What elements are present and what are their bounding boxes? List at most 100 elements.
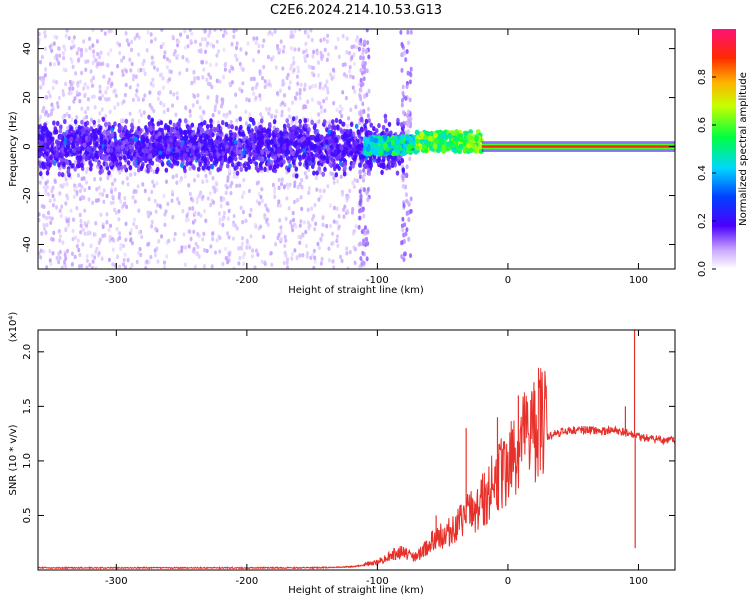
spectrogram-cell xyxy=(270,262,274,268)
spectrogram-cell xyxy=(41,161,45,167)
spectrogram-cell xyxy=(293,95,297,101)
spectrogram-cell xyxy=(69,208,73,214)
spectrogram-cell xyxy=(147,213,151,219)
spectrogram-cell xyxy=(79,47,83,53)
spectrogram-cell xyxy=(114,210,118,215)
spectrogram-cell xyxy=(302,87,306,92)
spectrogram-cell xyxy=(64,177,68,182)
spectrogram-cell xyxy=(265,207,269,212)
spectrogram-cell xyxy=(334,117,339,124)
spectrogram-cell xyxy=(306,99,310,104)
spectrogram-cell xyxy=(297,47,301,52)
spectrogram-cell xyxy=(244,218,248,224)
spectrogram-cell xyxy=(323,166,327,172)
spectrogram-cell xyxy=(319,194,323,199)
spectrogram-cell xyxy=(87,197,91,202)
spectrogram-cell xyxy=(252,91,256,96)
spectrogram-cell xyxy=(245,238,249,244)
spectrogram-cell xyxy=(193,264,197,269)
spectrogram-cell xyxy=(75,155,80,161)
spectrogram-cell xyxy=(227,208,231,214)
spectrogram-cell xyxy=(78,98,82,104)
spectrogram-cell xyxy=(98,125,103,131)
spectrogram-cell xyxy=(248,213,252,218)
spectrogram-cell xyxy=(211,236,215,242)
spectrogram-cell xyxy=(71,86,75,91)
spectrogram-cell xyxy=(245,97,249,102)
spectrogram-cell xyxy=(43,226,47,231)
spectrogram-cell xyxy=(367,106,371,112)
spectrogram-cell xyxy=(244,121,248,126)
spectrogram-cell xyxy=(262,234,266,240)
spectrogram-cell xyxy=(185,147,190,153)
spectrogram-cell xyxy=(201,165,206,171)
spectrogram-cell xyxy=(73,254,77,260)
spectrogram-cell xyxy=(224,190,228,195)
spectrogram-cell xyxy=(94,198,98,203)
spectrogram-cell xyxy=(304,229,308,235)
spectrogram-cell xyxy=(142,155,146,161)
spectrogram-cell xyxy=(296,184,300,190)
spectrogram-cell xyxy=(137,250,141,256)
chart-title: C2E6.2024.214.10.53.G13 xyxy=(270,3,442,18)
spectrogram-cell xyxy=(137,148,142,154)
spectrogram-cell xyxy=(295,74,299,79)
spectrogram-cell xyxy=(173,136,177,142)
spectrogram-cell xyxy=(132,73,136,79)
spectrogram-cell xyxy=(366,197,370,202)
spectrogram-cell xyxy=(65,182,69,187)
spectrogram-cell xyxy=(288,182,292,187)
spectrogram-cell xyxy=(162,109,166,115)
spectrogram-cell xyxy=(302,143,306,149)
spectrogram-cell xyxy=(361,50,365,56)
spectrogram-cell xyxy=(294,173,299,179)
spectrogram-cell xyxy=(197,233,201,239)
spectrogram-cell xyxy=(42,213,46,219)
spectrogram-cell xyxy=(345,246,349,251)
spectrogram-cell xyxy=(143,188,147,194)
spectrogram-cell xyxy=(355,45,359,50)
spectrogram-cell xyxy=(100,29,104,33)
spectrogram-cell xyxy=(38,115,42,120)
spectrogram-cell xyxy=(220,120,225,126)
spectrogram-cell xyxy=(257,201,261,206)
spectrogram-cell xyxy=(185,161,190,167)
spectrogram-cell xyxy=(75,90,79,95)
spectrogram-cell xyxy=(264,107,268,112)
spectrogram-cell xyxy=(59,124,63,130)
spectrogram-cell xyxy=(38,75,42,81)
spectrogram-cell xyxy=(109,223,113,229)
spectrogram-cell xyxy=(192,141,196,147)
spectrogram-cell xyxy=(245,143,249,150)
spectrogram-cell xyxy=(301,253,305,258)
spectrogram-cell xyxy=(200,127,205,133)
spectrogram-cell xyxy=(204,49,208,55)
spectrogram-cell xyxy=(175,160,180,166)
spectrogram-cell xyxy=(188,166,192,171)
spectrogram-cell xyxy=(156,259,160,264)
spectrogram-cell xyxy=(211,132,215,138)
spectrogram-cell xyxy=(167,238,171,244)
spectrogram-cell xyxy=(135,129,139,135)
spectrogram-cell xyxy=(367,88,371,94)
spectrogram-cell xyxy=(386,155,391,162)
spectrogram-cell xyxy=(98,89,102,94)
spectrogram-cell xyxy=(312,214,316,219)
spectrogram-cell xyxy=(52,41,56,46)
spectrogram-cell xyxy=(150,61,154,66)
spectrogram-cell xyxy=(67,35,71,41)
spectrogram-cell xyxy=(51,85,55,91)
spectrogram-cell xyxy=(317,73,321,78)
spectrogram-cell xyxy=(358,215,362,221)
spectrogram-cell xyxy=(302,220,306,225)
spectrogram-cell xyxy=(195,196,199,201)
spectrogram-cell xyxy=(193,76,197,81)
spectrogram-cell xyxy=(128,144,133,150)
spectrogram-cell xyxy=(286,185,290,190)
spectrogram-cell xyxy=(150,189,154,195)
spectrogram-cell xyxy=(359,67,363,73)
spectrogram-cell xyxy=(351,180,355,186)
spectrogram-cell xyxy=(292,217,296,223)
spectrogram-cell xyxy=(296,81,300,86)
